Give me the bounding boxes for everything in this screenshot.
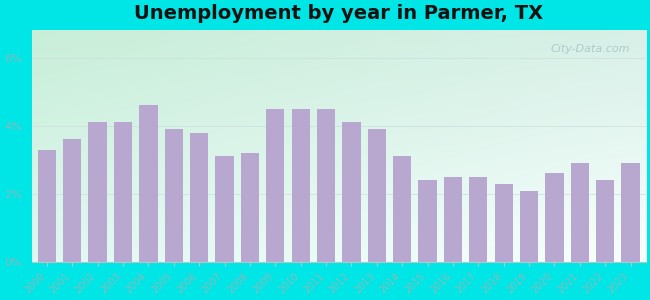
Bar <box>114 122 132 262</box>
Bar <box>63 140 81 262</box>
Bar <box>38 150 56 262</box>
Bar <box>368 129 386 262</box>
Bar <box>621 163 640 262</box>
Bar <box>317 109 335 262</box>
Title: Unemployment by year in Parmer, TX: Unemployment by year in Parmer, TX <box>134 4 543 23</box>
Bar <box>240 153 259 262</box>
Bar <box>393 156 411 262</box>
Bar <box>292 109 310 262</box>
Bar <box>343 122 361 262</box>
Bar <box>190 133 208 262</box>
Bar <box>164 129 183 262</box>
Bar <box>215 156 233 262</box>
Bar <box>520 190 538 262</box>
Bar <box>469 177 488 262</box>
Bar <box>596 180 614 262</box>
Bar <box>88 122 107 262</box>
Bar <box>419 180 437 262</box>
Bar <box>444 177 462 262</box>
Bar <box>139 105 157 262</box>
Bar <box>266 109 285 262</box>
Bar <box>571 163 589 262</box>
Bar <box>545 173 564 262</box>
Text: City-Data.com: City-Data.com <box>551 44 630 54</box>
Bar <box>495 184 513 262</box>
